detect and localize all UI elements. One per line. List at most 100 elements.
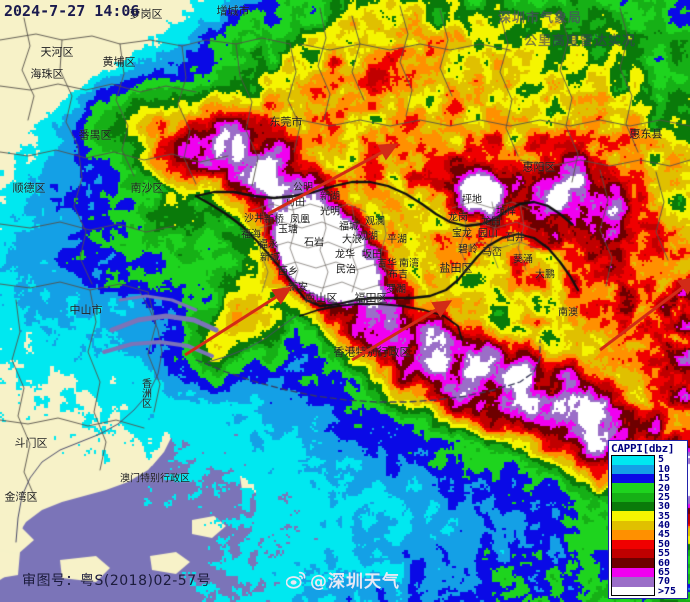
label-bihling: 碧岭 — [458, 244, 478, 256]
legend-swatch — [611, 586, 655, 596]
label-panyu: 番禺区 — [78, 128, 112, 142]
label-nanao: 南澳 — [558, 307, 578, 319]
label-longhua: 龙华 — [335, 249, 355, 261]
legend-value-label: >75 — [658, 585, 677, 597]
label-minzhi: 民治 — [336, 264, 356, 276]
legend-swatch — [611, 511, 655, 521]
label-jinwan: 金湾区 — [4, 490, 38, 504]
legend-value-label: 20 — [658, 482, 671, 494]
label-xiangzhou: 香洲区 — [139, 378, 151, 408]
label-kengzi: 坑梓 — [496, 206, 516, 218]
label-pinghu: 平湖 — [387, 234, 407, 246]
label-longgang: 龙岗 — [448, 212, 468, 224]
legend-row: 10 — [611, 464, 685, 474]
legend-row: 50 — [611, 539, 685, 550]
label-baolong: 宝龙 — [452, 228, 472, 240]
label-luohu: 罗湖 — [386, 284, 406, 296]
label-guanhu: 观湖 — [358, 231, 378, 243]
label-nanshan: 南山区 — [304, 291, 338, 305]
legend-row: 70 — [611, 576, 685, 588]
label-fenghuang: 凤凰 — [290, 214, 310, 226]
label-guanlan: 观澜 — [365, 216, 385, 228]
legend-value-label: 45 — [658, 529, 671, 541]
label-macau: 澳门特别行政区 — [120, 473, 190, 485]
legend-swatch — [611, 492, 655, 503]
label-hongkong: 香港特别行政区 — [333, 345, 411, 359]
label-huiyang: 惠阳区 — [522, 160, 556, 174]
label-zhongshan: 中山市 — [69, 303, 103, 317]
label-yantian: 盐田区 — [439, 261, 473, 275]
label-yuanshan: 园山 — [478, 228, 498, 240]
legend-row: 30 — [611, 501, 685, 513]
bureau-watermark: 深圳市气象局 — [498, 11, 583, 26]
label-haizhu: 海珠区 — [30, 67, 64, 81]
label-xinhu: 新湖 — [320, 191, 340, 203]
label-kuichong: 葵涌 — [513, 254, 533, 266]
label-pingdi: 坪地 — [462, 194, 482, 206]
label-nansha: 南沙区 — [130, 181, 164, 195]
label-shunde: 顺德区 — [12, 181, 46, 195]
label-fucheng: 福城 — [339, 221, 359, 233]
legend-swatch — [611, 483, 655, 493]
label-dalang: 大浪 — [342, 234, 362, 246]
label-tianhe: 天河区 — [40, 45, 74, 59]
legend-value-label: 30 — [658, 501, 671, 513]
label-dongguan: 东莞市 — [269, 115, 303, 129]
legend-value-label: 60 — [658, 557, 671, 569]
legend-swatch — [611, 520, 655, 531]
label-buji: 布吉 — [388, 269, 408, 281]
legend-row: 25 — [611, 491, 685, 503]
legend-scale: 5 10 15 20 25 30 35 40 45 50 55 60 65 70 >75 — [611, 455, 685, 596]
label-jihua: 吉华 — [377, 258, 397, 270]
legend-row: 40 — [611, 520, 685, 532]
label-zengcheng: 增城市 — [216, 4, 250, 18]
label-huangpu: 黄埔区 — [102, 55, 136, 69]
legend-title: CAPPI[dbz] — [611, 442, 675, 456]
legend-row: 65 — [611, 567, 685, 578]
label-shijing: 石井 — [505, 232, 525, 244]
legend-swatch — [611, 577, 655, 587]
label-fuhai: 福海 — [241, 229, 261, 241]
label-shiyan: 石岩 — [304, 237, 324, 249]
legend-value-label: 55 — [658, 548, 671, 560]
label-futian: 福田区 — [354, 291, 388, 305]
label-fuyong: 福永 — [258, 239, 278, 251]
label-luogang: 萝岗区 — [129, 7, 163, 21]
label-xiangxiang: 西乡 — [278, 266, 298, 278]
legend-swatch — [611, 455, 655, 465]
legend-swatch — [611, 567, 655, 578]
legend-row: 35 — [611, 510, 685, 522]
legend-swatch — [611, 558, 655, 568]
label-matian: 马田 — [285, 197, 305, 209]
product-watermark: 公里高度雷达实况 — [524, 34, 637, 49]
timestamp-label: 2024-7-27 14:06 — [4, 2, 140, 20]
label-xinan: 新安 — [288, 282, 308, 294]
label-huidong: 惠东县 — [629, 127, 663, 141]
legend-swatch — [611, 473, 655, 484]
legend-value-label: 40 — [658, 520, 671, 532]
legend-swatch — [611, 539, 655, 550]
legend-row: 60 — [611, 557, 685, 569]
legend-value-label: 70 — [658, 576, 671, 588]
legend-swatch — [611, 530, 655, 540]
label-nanwan: 南湾 — [399, 258, 419, 270]
weibo-icon — [285, 571, 306, 589]
label-longtian: 龙田 — [481, 216, 501, 228]
legend-row: 45 — [611, 529, 685, 541]
label-xinqiao: 新桥 — [264, 214, 284, 226]
label-shajing: 沙井 — [244, 213, 264, 225]
legend-value-label: 35 — [658, 510, 671, 522]
label-dapeng: 大鹏 — [535, 269, 555, 281]
weibo-handle: @深圳天气 — [310, 572, 400, 592]
legend-swatch — [611, 502, 655, 512]
legend-row: 5 — [611, 455, 685, 465]
legend-swatch — [611, 464, 655, 474]
legend-value-label: 25 — [658, 491, 671, 503]
legend-row: 15 — [611, 473, 685, 484]
label-bantian: 坂田 — [362, 249, 382, 261]
legend-row: >75 — [611, 585, 685, 597]
legend-swatch — [611, 549, 655, 559]
weibo-watermark: @深圳天气 — [285, 567, 400, 592]
